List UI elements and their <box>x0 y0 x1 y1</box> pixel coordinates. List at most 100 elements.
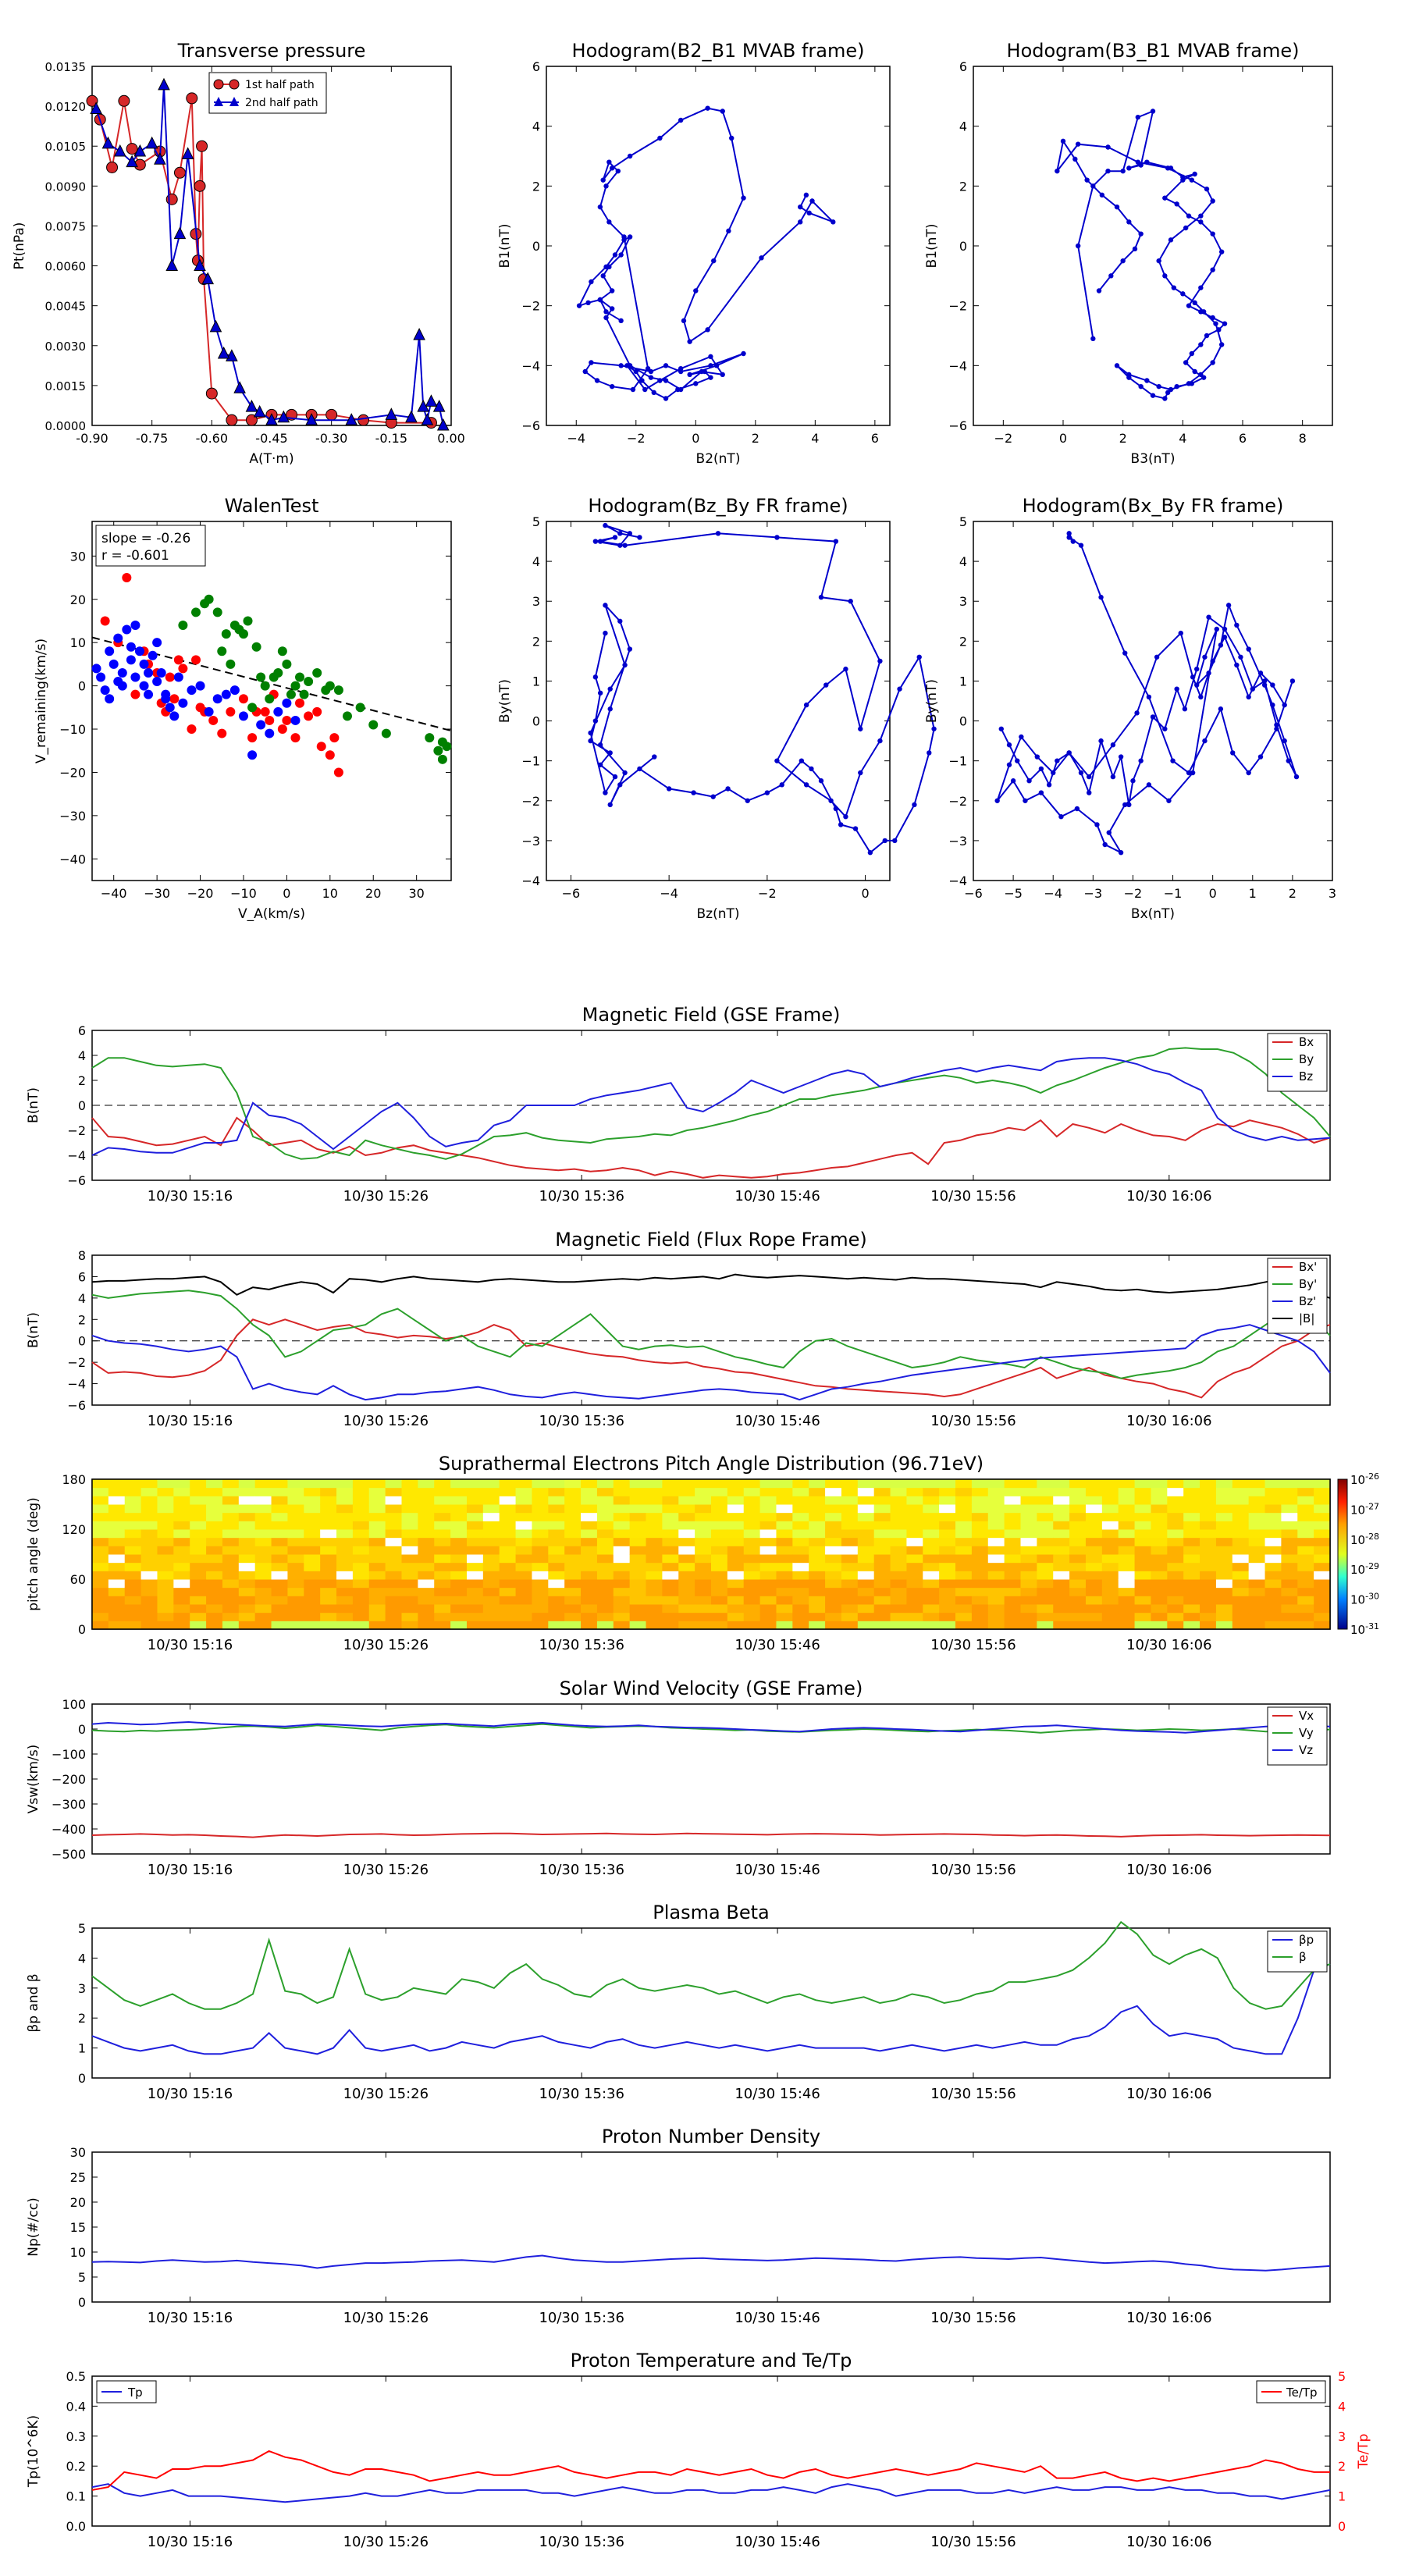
heatmap-cell <box>1281 1504 1298 1514</box>
data-point <box>277 724 287 735</box>
heatmap-cell <box>1053 1512 1070 1521</box>
heatmap-cell <box>792 1587 809 1596</box>
data-point <box>187 724 197 735</box>
heatmap-cell <box>564 1521 582 1530</box>
heatmap-cell <box>890 1587 907 1596</box>
heatmap-cell <box>629 1562 647 1571</box>
heatmap-cell <box>1264 1579 1282 1589</box>
heatmap-cell <box>906 1512 923 1521</box>
data-point <box>1270 702 1275 708</box>
heatmap-cell <box>1037 1587 1054 1596</box>
heatmap-cell <box>1085 1496 1103 1505</box>
heatmap-cell <box>304 1579 321 1589</box>
heatmap-cell <box>906 1546 923 1555</box>
y-tick-label: 10 <box>70 2245 86 2260</box>
heatmap-cell <box>466 1512 484 1521</box>
heatmap-cell <box>971 1546 989 1555</box>
heatmap-cell <box>1314 1579 1331 1589</box>
heatmap-cell <box>336 1521 354 1530</box>
heatmap-cell <box>1004 1554 1021 1564</box>
heatmap-cell <box>613 1537 631 1546</box>
heatmap-cell <box>662 1587 679 1596</box>
heatmap-cell <box>1232 1546 1250 1555</box>
heatmap-cell <box>1281 1562 1298 1571</box>
heatmap-cell <box>987 1537 1005 1546</box>
time-tick-label: 10/30 15:56 <box>930 2086 1016 2102</box>
data-point <box>931 726 937 731</box>
x-tick-label: −2 <box>1124 886 1143 901</box>
y-tick-label: 20 <box>70 2195 86 2210</box>
colorbar-label: 10-27 <box>1350 1501 1379 1517</box>
y-tick-label: 0.0015 <box>45 379 87 393</box>
data-point <box>803 702 809 708</box>
heatmap-cell <box>482 1496 500 1505</box>
data-point <box>1210 267 1215 272</box>
heatmap-cell <box>662 1521 679 1530</box>
data-point <box>597 762 603 767</box>
heatmap-cell <box>336 1512 354 1521</box>
heatmap-cell <box>499 1562 517 1571</box>
heatmap-cell <box>955 1596 973 1605</box>
data-point <box>838 822 844 827</box>
data-point <box>1060 138 1066 144</box>
data-point <box>173 226 187 240</box>
heatmap-cell <box>857 1546 875 1555</box>
time-tick-label: 10/30 16:06 <box>1126 1637 1211 1653</box>
data-point <box>1162 396 1168 401</box>
heatmap-cell <box>1037 1604 1054 1614</box>
heatmap-cell <box>955 1504 973 1514</box>
heatmap-cell <box>662 1596 679 1605</box>
heatmap-cell <box>906 1529 923 1539</box>
data-point <box>621 234 627 240</box>
heatmap-cell <box>825 1587 842 1596</box>
heatmap-cell <box>466 1587 484 1596</box>
heatmap-cell <box>140 1621 158 1630</box>
heatmap-cell <box>222 1529 240 1539</box>
heatmap-cell <box>515 1596 532 1605</box>
heatmap-cell <box>564 1479 582 1489</box>
data-point <box>1156 383 1161 390</box>
heatmap-cell <box>499 1479 517 1489</box>
heatmap-cell <box>254 1521 272 1530</box>
data-point <box>433 745 443 756</box>
heatmap-cell <box>1151 1537 1168 1546</box>
x-tick-label: -0.30 <box>315 431 347 446</box>
y-tick-label: 5 <box>959 514 967 529</box>
heatmap-cell <box>841 1621 859 1630</box>
heatmap-cell <box>1297 1521 1314 1530</box>
heatmap-cell <box>434 1537 451 1546</box>
y-tick-label: 4 <box>959 554 967 569</box>
legend-label: By' <box>1299 1277 1317 1291</box>
chart-title: Proton Temperature and Te/Tp <box>571 2350 852 2371</box>
heatmap-cell <box>515 1496 532 1505</box>
data-point <box>645 365 651 372</box>
heatmap-cell <box>743 1529 761 1539</box>
data-point <box>642 386 648 393</box>
heatmap-cell <box>1200 1579 1217 1589</box>
heatmap-cell <box>825 1512 842 1521</box>
data-point <box>693 381 699 386</box>
data-point <box>273 706 283 717</box>
data-point <box>897 686 902 692</box>
data-point <box>1122 650 1128 656</box>
heatmap-cell <box>548 1496 565 1505</box>
heatmap-cell <box>1134 1487 1151 1496</box>
y-tick-label: 0.0 <box>66 2519 86 2534</box>
heatmap-cell <box>385 1487 402 1496</box>
heatmap-cell <box>108 1612 126 1621</box>
heatmap-cell <box>140 1537 158 1546</box>
heatmap-cell <box>499 1504 517 1514</box>
heatmap-cell <box>190 1504 207 1514</box>
data-point <box>1270 682 1275 688</box>
heatmap-cell <box>987 1529 1005 1539</box>
heatmap-cell <box>222 1562 240 1571</box>
data-point <box>627 646 633 652</box>
heatmap-cell <box>336 1529 354 1539</box>
y-tick-label: 8 <box>78 1248 86 1263</box>
y-tick-label: 3 <box>78 1981 86 1996</box>
heatmap-cell <box>564 1504 582 1514</box>
heatmap-cell <box>906 1554 923 1564</box>
data-point <box>1186 770 1192 776</box>
heatmap-cell <box>434 1587 451 1596</box>
heatmap-cell <box>809 1579 826 1589</box>
